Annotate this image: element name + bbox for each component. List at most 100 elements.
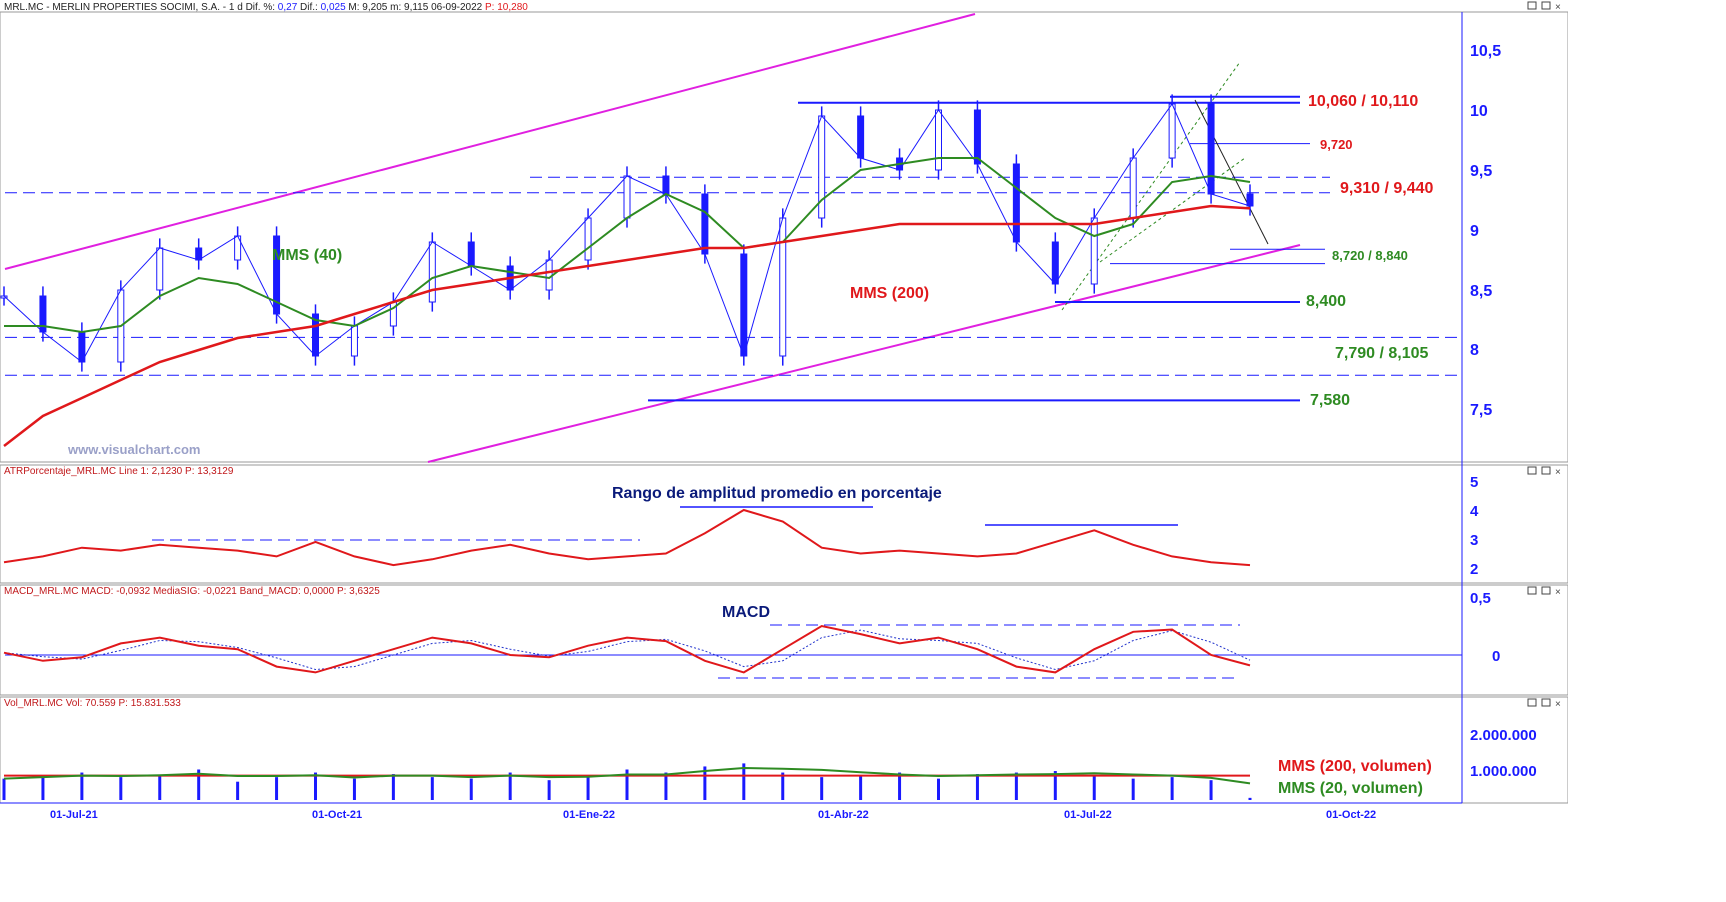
price-y-ticks: 10,5 10 9,5 9 8,5 8 7,5 bbox=[1470, 43, 1501, 419]
candle-body bbox=[1168, 103, 1176, 159]
mms40-line bbox=[4, 157, 1251, 334]
header-dif-label: Dif.: bbox=[300, 2, 318, 13]
label-level-7790: 7,790 / 8,105 bbox=[1335, 345, 1429, 362]
macd-signal-line bbox=[3, 629, 1251, 671]
price-tick: 8,5 bbox=[1470, 283, 1492, 300]
volume-legend-200: MMS (200, volumen) bbox=[1278, 758, 1432, 775]
volume-legend-20: MMS (20, volumen) bbox=[1278, 780, 1423, 797]
macd-window-controls[interactable]: × bbox=[1527, 586, 1561, 598]
header-timeframe: 1 d bbox=[229, 2, 243, 13]
atr-tick: 4 bbox=[1470, 503, 1479, 520]
macd-tick: 0,5 bbox=[1470, 590, 1491, 607]
header-symbol: MRL.MC bbox=[4, 2, 43, 13]
label-level-9720: 9,720 bbox=[1320, 137, 1353, 152]
volume-header: Vol_MRL.MC Vol: 70.559 P: 15.831.533 bbox=[4, 698, 181, 709]
maximize-icon[interactable] bbox=[1541, 586, 1551, 595]
macd-panel-frame bbox=[0, 584, 1568, 696]
x-tick: 01-Jul-22 bbox=[1064, 809, 1112, 820]
channel-lower-line bbox=[427, 244, 1301, 463]
macd-tick: 0 bbox=[1492, 648, 1500, 665]
header-dif-pct-label: Dif. %: bbox=[246, 2, 275, 13]
macd-y-ticks: 0,5 0 bbox=[1470, 590, 1500, 665]
header-price: P: 10,280 bbox=[485, 2, 528, 13]
candle-body bbox=[584, 217, 592, 261]
volume-tick: 1.000.000 bbox=[1470, 763, 1537, 780]
maximize-icon[interactable] bbox=[1541, 466, 1551, 475]
volume-y-ticks: 2.000.000 1.000.000 bbox=[1470, 727, 1537, 780]
close-icon[interactable]: × bbox=[1555, 699, 1561, 710]
volume-mms20-line bbox=[3, 766, 1251, 785]
label-level-7580: 7,580 bbox=[1310, 392, 1350, 409]
maximize-icon[interactable] bbox=[1541, 698, 1551, 707]
label-level-10060: 10,060 / 10,110 bbox=[1308, 93, 1418, 110]
x-tick: 01-Jul-21 bbox=[50, 809, 98, 820]
atr-tick: 2 bbox=[1470, 561, 1478, 578]
candle-body bbox=[467, 241, 475, 267]
close-icon[interactable]: × bbox=[1555, 2, 1561, 13]
minimize-icon[interactable] bbox=[1527, 466, 1537, 475]
candle-body bbox=[1129, 157, 1137, 219]
atr-y-ticks: 5 4 3 2 bbox=[1470, 474, 1479, 578]
candle-body bbox=[350, 325, 358, 357]
close-icon[interactable]: × bbox=[1555, 587, 1561, 598]
label-level-9310: 9,310 / 9,440 bbox=[1340, 180, 1434, 197]
price-tick: 10 bbox=[1470, 103, 1488, 120]
atr-tick: 3 bbox=[1470, 532, 1478, 549]
candle-body bbox=[935, 109, 942, 171]
macd-title: MACD bbox=[722, 604, 770, 621]
candle-body bbox=[0, 295, 8, 299]
header-date: 06-09-2022 bbox=[431, 2, 483, 13]
stock-chart: MRL.MC - MERLIN PROPERTIES SOCIMI, S.A. … bbox=[0, 1, 1568, 820]
candle-body bbox=[1207, 103, 1215, 195]
candle-body bbox=[1090, 217, 1098, 285]
price-tick: 7,5 bbox=[1470, 402, 1492, 419]
price-layer bbox=[0, 13, 1462, 463]
x-tick: 01-Ene-22 bbox=[563, 809, 615, 820]
minimize-icon[interactable] bbox=[1527, 698, 1537, 707]
label-level-8720: 8,720 / 8,840 bbox=[1332, 248, 1408, 263]
price-window-controls[interactable]: × bbox=[1527, 1, 1561, 13]
header-dif-value: 0,025 bbox=[321, 2, 346, 13]
price-tick: 9,5 bbox=[1470, 163, 1492, 180]
close-series-line bbox=[3, 102, 1251, 363]
x-tick: 01-Oct-22 bbox=[1326, 809, 1376, 820]
close-icon[interactable]: × bbox=[1555, 467, 1561, 478]
atr-line bbox=[3, 508, 1251, 567]
atr-title: Rango de amplitud promedio en porcentaje bbox=[612, 485, 942, 502]
volume-tick: 2.000.000 bbox=[1470, 727, 1537, 744]
trend-down-line bbox=[1194, 99, 1269, 245]
macd-layer bbox=[3, 624, 1462, 679]
atr-tick: 5 bbox=[1470, 474, 1478, 491]
x-tick: 01-Oct-21 bbox=[312, 809, 362, 820]
header-dif-pct-value: 0,27 bbox=[278, 2, 298, 13]
candle-body bbox=[1012, 163, 1020, 243]
candle-body bbox=[156, 247, 164, 291]
header-min: m: 9,115 bbox=[390, 2, 429, 13]
label-mms40: MMS (40) bbox=[272, 247, 342, 264]
minimize-icon[interactable] bbox=[1527, 1, 1537, 10]
candle-body bbox=[662, 175, 670, 195]
candle-body bbox=[701, 193, 709, 255]
macd-line bbox=[3, 624, 1251, 674]
header-max: M: 9,205 bbox=[348, 2, 387, 13]
atr-layer bbox=[3, 506, 1251, 567]
volume-window-controls[interactable]: × bbox=[1527, 698, 1561, 710]
maximize-icon[interactable] bbox=[1541, 1, 1551, 10]
candle-body bbox=[545, 259, 553, 291]
volume-layer bbox=[2, 763, 1252, 800]
candle-body bbox=[740, 253, 748, 357]
x-axis: 01-Jul-21 01-Oct-21 01-Ene-22 01-Abr-22 … bbox=[0, 802, 1462, 820]
label-mms200: MMS (200) bbox=[850, 285, 929, 302]
minimize-icon[interactable] bbox=[1527, 586, 1537, 595]
atr-window-controls[interactable]: × bbox=[1527, 466, 1561, 478]
candle-body bbox=[857, 115, 865, 159]
watermark: www.visualchart.com bbox=[67, 442, 200, 457]
candle-body bbox=[1051, 241, 1059, 285]
price-tick: 10,5 bbox=[1470, 43, 1501, 60]
candle-body bbox=[428, 241, 436, 303]
label-level-8400: 8,400 bbox=[1306, 293, 1346, 310]
atr-header: ATRPorcentaje_MRL.MC Line 1: 2,1230 P: 1… bbox=[4, 466, 234, 477]
mms200-line bbox=[3, 204, 1251, 447]
price-tick: 8 bbox=[1470, 342, 1479, 359]
price-tick: 9 bbox=[1470, 223, 1479, 240]
